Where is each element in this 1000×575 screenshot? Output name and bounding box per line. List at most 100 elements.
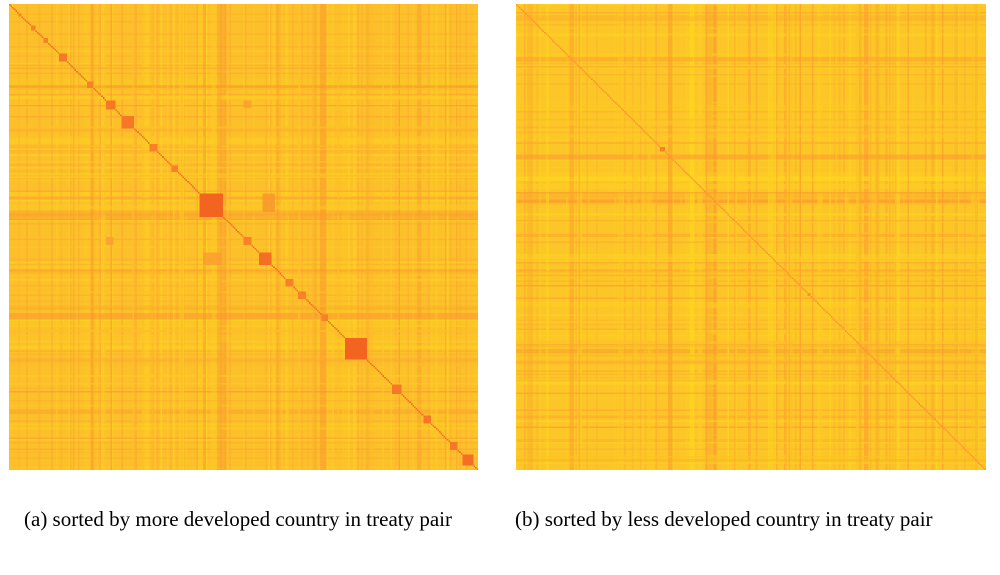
- heatmap-row-stripe: [516, 66, 986, 68]
- heatmap-diagonal-cell: [567, 55, 570, 57]
- heatmap-row-stripe: [9, 390, 478, 393]
- heatmap-row-stripe: [9, 345, 478, 349]
- heatmap-column-stripe: [407, 4, 410, 470]
- heatmap-diagonal-cell: [318, 311, 321, 314]
- heatmap-diagonal-cell: [624, 111, 626, 113]
- heatmap-row-stripe: [9, 319, 478, 326]
- heatmap-diagonal-cell: [315, 308, 317, 311]
- heatmap-diagonal-cell: [846, 331, 849, 334]
- heatmap-diagonal-cell: [80, 75, 83, 78]
- heatmap-diagonal-cell: [796, 282, 798, 284]
- heatmap-diagonal-cell: [821, 306, 824, 309]
- heatmap-diagonal-cell: [951, 435, 954, 438]
- heatmap-row-stripe: [516, 254, 986, 256]
- heatmap-diagonal-block: [30, 25, 36, 31]
- heatmap-diagonal-cell: [384, 376, 386, 379]
- heatmap-diagonal-cell: [611, 98, 614, 101]
- heatmap-diagonal-cell: [876, 361, 878, 363]
- heatmap-diagonal-cell: [277, 271, 280, 273]
- heatmap-row-stripe: [9, 294, 478, 297]
- heatmap-row-stripe: [516, 104, 986, 112]
- heatmap-diagonal-cell: [473, 465, 475, 467]
- heatmap-diagonal-cell: [719, 205, 722, 208]
- heatmap-column-stripe: [838, 4, 841, 470]
- heatmap-diagonal-block: [59, 53, 67, 62]
- heatmap-row-stripe: [9, 280, 478, 283]
- heatmap-diagonal-cell: [54, 49, 56, 51]
- heatmap-column-stripe: [285, 4, 288, 470]
- heatmap-diagonal-cell: [849, 334, 852, 337]
- heatmap-column-stripe: [204, 4, 206, 470]
- heatmap-diagonal-cell: [973, 457, 976, 460]
- heatmap-diagonal-cell: [962, 446, 965, 449]
- heatmap-column-stripe: [956, 4, 958, 470]
- heatmap-diagonal-block: [423, 415, 432, 424]
- heatmap-diagonal-cell: [442, 434, 444, 436]
- heatmap-column-stripe: [60, 4, 63, 470]
- heatmap-column-stripe: [523, 4, 526, 470]
- heatmap-diagonal-cell: [77, 72, 80, 74]
- heatmap-diagonal-cell: [603, 90, 606, 93]
- heatmap-diagonal-cell: [9, 4, 11, 6]
- heatmap-column-stripe: [291, 4, 294, 470]
- heatmap-diagonal-block: [298, 291, 307, 300]
- heatmap-column-stripe: [863, 4, 869, 470]
- heatmap-diagonal-block: [243, 237, 252, 245]
- heatmap-row-stripe: [9, 410, 478, 413]
- heatmap-row-stripe: [9, 428, 478, 430]
- heatmap-diagonal-cell: [943, 428, 946, 430]
- heatmap-diagonal-cell: [768, 254, 770, 256]
- heatmap-column-stripe: [912, 4, 914, 470]
- heatmap-row-stripe: [516, 198, 986, 200]
- heatmap-diagonal-cell: [852, 337, 855, 340]
- heatmap-column-stripe: [644, 4, 647, 470]
- heatmap-diagonal-cell: [921, 406, 924, 408]
- heatmap-diagonal-cell: [743, 229, 745, 231]
- heatmap-row-stripe: [9, 98, 478, 101]
- heatmap-row-stripe: [516, 330, 986, 332]
- heatmap-row-stripe: [516, 191, 986, 194]
- heatmap-diagonal-cell: [870, 355, 872, 357]
- heatmap-diagonal-cell: [583, 70, 585, 73]
- heatmap-row-stripe: [516, 213, 986, 216]
- heatmap-diagonal-cell: [522, 10, 524, 12]
- heatmap-diagonal-cell: [377, 370, 380, 373]
- heatmap-diagonal-cell: [835, 320, 838, 323]
- heatmap-diagonal-cell: [644, 131, 647, 133]
- heatmap-diagonal-cell: [740, 226, 742, 228]
- heatmap-diagonal-cell: [805, 291, 808, 293]
- heatmap-row-stripe: [516, 286, 986, 289]
- heatmap-diagonal-cell: [832, 317, 835, 320]
- heatmap-diagonal-cell: [435, 428, 438, 430]
- heatmap-row-stripe: [9, 383, 478, 385]
- heatmap-column-stripe: [705, 4, 708, 470]
- heatmap-diagonal-cell: [140, 134, 142, 137]
- heatmap-column-stripe: [624, 4, 626, 470]
- heatmap-diagonal-cell: [556, 44, 559, 46]
- heatmap-row-stripe: [9, 375, 478, 377]
- heatmap-row-stripe: [9, 362, 478, 365]
- heatmap-column-stripe: [38, 4, 41, 470]
- heatmap-diagonal-cell: [633, 120, 636, 123]
- heatmap-diagonal-cell: [94, 89, 97, 91]
- heatmap-diagonal-block: [807, 292, 811, 297]
- heatmap-row-stripe: [9, 50, 478, 53]
- heatmap-column-stripe: [151, 4, 153, 470]
- heatmap-diagonal-cell: [691, 177, 694, 180]
- heatmap-row-stripe: [516, 120, 986, 126]
- heatmap-diagonal-cell: [443, 435, 446, 438]
- heatmap-row-stripe: [9, 209, 478, 211]
- heatmap-diagonal-cell: [915, 400, 918, 402]
- heatmap-column-stripe: [578, 4, 581, 470]
- heatmap-row-stripe: [9, 21, 478, 23]
- heatmap-row-stripe: [516, 379, 986, 382]
- heatmap-row-stripe: [9, 55, 478, 57]
- heatmap-column-stripe: [134, 4, 138, 470]
- heatmap-diagonal-cell: [834, 319, 836, 321]
- heatmap-column-stripe: [874, 4, 880, 470]
- heatmap-column-stripe: [733, 4, 736, 470]
- heatmap-row-stripe: [9, 84, 478, 90]
- heatmap-diagonal-cell: [310, 303, 313, 306]
- heatmap-diagonal-cell: [74, 69, 77, 71]
- heatmap-column-stripe: [18, 4, 20, 470]
